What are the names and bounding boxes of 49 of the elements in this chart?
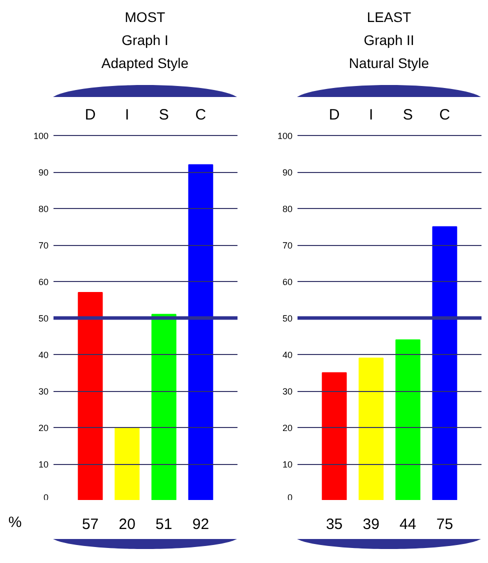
y-tick-label: 40 [282,350,293,360]
bar [78,292,103,500]
y-tick-label: 20 [282,423,293,433]
y-tick-label: 90 [282,168,293,178]
bar [358,358,384,500]
data-label: 35 [326,516,343,533]
chart-title: MOST [124,8,166,26]
bar [395,339,420,500]
bar [322,372,347,500]
x-tick-label: I [369,106,374,124]
y-tick-label: 100 [33,131,49,141]
bar [114,427,140,500]
y-tick-label: 70 [38,240,49,250]
y-tick-label: 60 [38,277,49,287]
data-label: 92 [192,516,210,533]
bar [188,164,214,500]
x-tick-label: C [195,106,206,124]
data-label: 75 [436,516,454,533]
x-tick-label: D [84,106,96,124]
y-tick-label: 30 [282,386,293,396]
data-label: 57 [82,516,99,533]
x-tick-label: S [402,106,413,124]
y-tick-label: 80 [38,204,49,214]
x-tick-label: C [439,106,450,124]
x-tick-label: D [328,106,340,124]
data-label: 44 [400,516,416,533]
text: % [7,514,23,532]
y-tick-label: 40 [38,350,49,360]
y-tick-label: 100 [277,131,293,141]
y-tick-label: 50 [38,314,49,324]
y-tick-label: 80 [282,204,293,214]
y-tick-label: 30 [38,386,49,396]
y-tick-label: 20 [38,423,49,433]
y-tick-label: 90 [38,168,49,178]
chart-subtitle: Graph II Natural Style [348,31,430,72]
x-tick-label: I [125,106,130,124]
bar [151,314,176,500]
data-label: 39 [362,516,380,533]
data-label: 20 [118,516,136,533]
y-tick-label: 70 [282,240,293,250]
x-tick-label: S [158,106,169,124]
y-tick-label: 10 [282,460,293,470]
y-tick-label: 60 [282,277,293,287]
chart-title: LEAST [366,8,412,26]
bar [432,226,458,500]
y-tick-label: 10 [38,460,49,470]
chart-subtitle: Graph I Adapted Style [100,31,190,72]
data-label: 51 [156,516,172,533]
y-tick-label: 50 [282,314,293,324]
